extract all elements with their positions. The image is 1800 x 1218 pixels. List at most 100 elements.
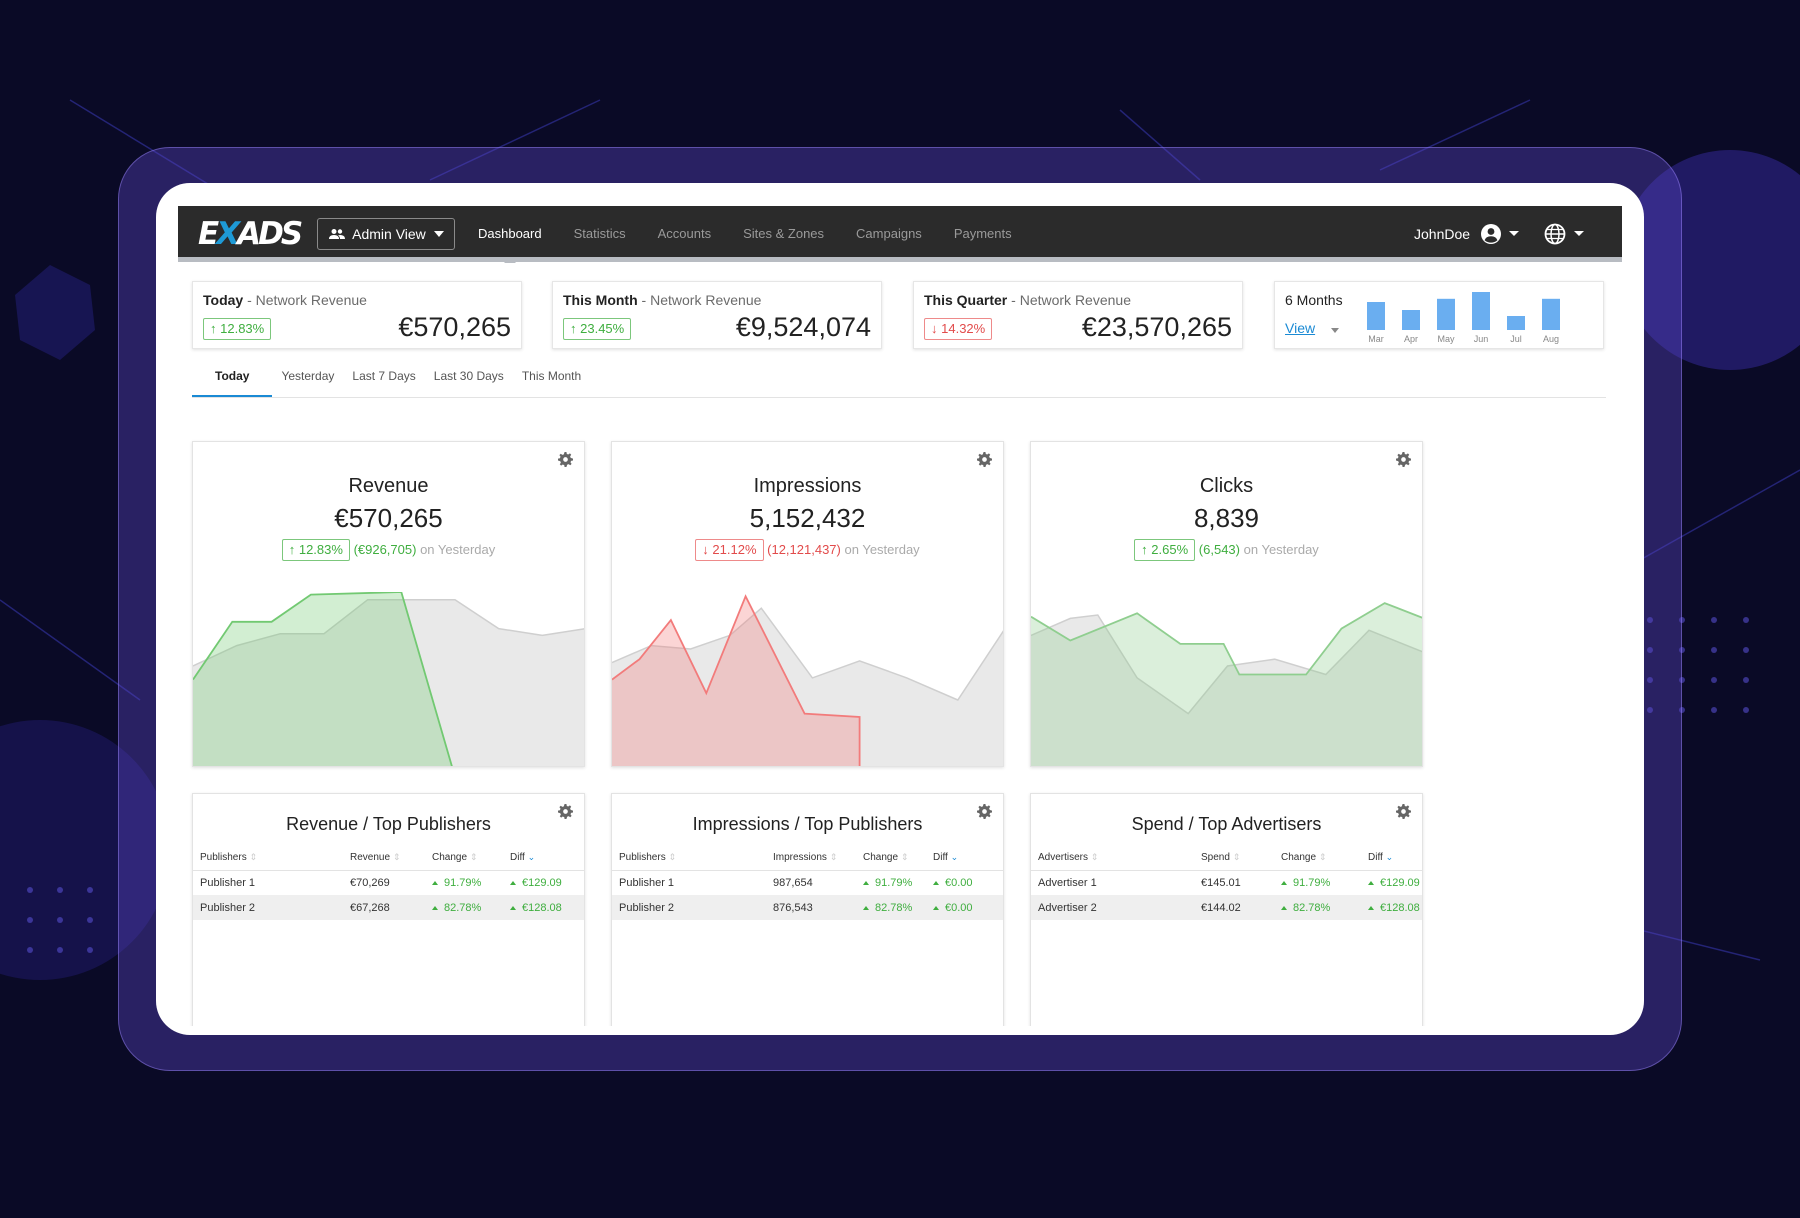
- change-suffix: on Yesterday: [1243, 542, 1319, 557]
- column-header[interactable]: Spend ⇕: [1201, 846, 1281, 871]
- column-header[interactable]: Change ⇕: [432, 846, 510, 871]
- arrow-down-icon: ↓: [931, 321, 942, 336]
- kpi-value: €23,570,265: [1081, 312, 1232, 342]
- globe-icon[interactable]: [1544, 223, 1566, 245]
- table-title: Revenue / Top Publishers: [286, 814, 491, 834]
- month-bar-jul: [1507, 316, 1525, 330]
- chevron-down-icon: [434, 231, 444, 237]
- nav-dashboard[interactable]: Dashboard: [478, 206, 542, 263]
- column-header[interactable]: Publishers ⇕: [612, 846, 773, 871]
- table-row[interactable]: Publisher 2 876,543 82.78% €0.00: [612, 895, 1003, 920]
- gear-icon[interactable]: [977, 452, 992, 467]
- tab-this-month[interactable]: This Month: [521, 369, 582, 383]
- column-header[interactable]: Diff ⌄: [510, 846, 584, 871]
- exads-logo[interactable]: EXADS: [198, 216, 303, 252]
- table-cell: 91.79%: [432, 870, 510, 895]
- tab-last-30-days[interactable]: Last 30 Days: [433, 369, 504, 383]
- month-tick-label: Jul: [1510, 334, 1522, 344]
- data-table: Publishers ⇕ Revenue ⇕ Change ⇕ Diff ⌄ P…: [193, 846, 584, 920]
- table-cell: €0.00: [933, 895, 1003, 920]
- change-suffix: on Yesterday: [420, 542, 496, 557]
- table-cell: €128.08: [1368, 895, 1422, 920]
- gear-icon[interactable]: [1396, 452, 1411, 467]
- gear-icon[interactable]: [977, 804, 992, 819]
- kpi-label: This Quarter - Network Revenue: [924, 292, 1131, 308]
- series-line: [612, 594, 861, 766]
- column-header[interactable]: Diff ⌄: [933, 846, 1003, 871]
- triangle-up-icon: [510, 880, 516, 885]
- nav-campaigns[interactable]: Campaigns: [856, 226, 922, 241]
- nav-sites-zones[interactable]: Sites & Zones: [743, 226, 825, 241]
- gear-icon[interactable]: [1396, 804, 1411, 819]
- column-header[interactable]: Diff ⌄: [1368, 846, 1422, 871]
- impressions-panel: Impressions 5,152,432 ↓ 21.12% (12,121,4…: [611, 441, 1004, 767]
- month-bar-apr: [1402, 310, 1420, 330]
- table-cell: €129.09: [1368, 870, 1422, 895]
- logo-prefix: E: [198, 216, 219, 252]
- table-cell: 91.79%: [1281, 870, 1368, 895]
- change-badge: ↑ 12.83%: [281, 539, 350, 561]
- dashboard-app: EXADS Admin View Dashboard Statistics Ac…: [178, 206, 1622, 1026]
- panel-title: Revenue: [348, 475, 429, 497]
- clicks-panel: Clicks 8,839 ↑ 2.65% (6,543) on Yesterda…: [1030, 441, 1423, 767]
- table-cell: Publisher 2: [612, 895, 773, 920]
- table-cell: €70,269: [350, 876, 390, 889]
- nav-statistics[interactable]: Statistics: [573, 226, 626, 241]
- month-tick-label: Mar: [1368, 334, 1384, 344]
- table-cell: Advertiser 2: [1031, 895, 1201, 920]
- column-header[interactable]: Change ⇕: [1281, 846, 1368, 871]
- month-bar-aug: [1542, 298, 1560, 330]
- series-area: [1031, 615, 1422, 766]
- gear-icon[interactable]: [558, 452, 573, 467]
- admin-view-dropdown[interactable]: Admin View: [317, 218, 455, 250]
- month-bar-mar: [1367, 302, 1385, 330]
- user-circle-icon[interactable]: [1480, 223, 1502, 245]
- table-row[interactable]: Publisher 2 €67,268 82.78% €128.08: [193, 895, 584, 920]
- arrow-up-icon: ↑: [210, 321, 221, 336]
- panel-value: €570,265: [334, 503, 443, 533]
- admin-view-label: Admin View: [352, 226, 426, 242]
- impressions-top-publishers-panel: Impressions / Top Publishers Publishers …: [611, 793, 1004, 1026]
- table-cell: Publisher 2: [193, 895, 350, 920]
- view-link[interactable]: View: [1285, 320, 1316, 336]
- triangle-up-icon: [1281, 905, 1287, 910]
- table-title: Impressions / Top Publishers: [692, 814, 923, 834]
- username[interactable]: JohnDoe: [1414, 226, 1471, 242]
- table-row[interactable]: Advertiser 2 €144.02 82.78% €128.08: [1031, 895, 1422, 920]
- change-suffix: on Yesterday: [844, 542, 920, 557]
- logo-suffix: ADS: [237, 216, 303, 252]
- sort-icon: ⇕: [1318, 852, 1327, 863]
- tab-yesterday[interactable]: Yesterday: [281, 369, 335, 383]
- table-cell: €0.00: [933, 870, 1003, 895]
- panel-change: ↓ 21.12% (12,121,437) on Yesterday: [612, 539, 1003, 561]
- nav-payments[interactable]: Payments: [953, 226, 1012, 241]
- panel-value: 8,839: [1193, 503, 1260, 533]
- tab-today[interactable]: Today: [192, 356, 273, 397]
- language-chevron-icon[interactable]: [1574, 231, 1584, 236]
- column-header[interactable]: Impressions ⇕: [773, 846, 863, 871]
- gear-icon[interactable]: [558, 804, 573, 819]
- user-menu-chevron-icon[interactable]: [1509, 231, 1519, 236]
- column-header[interactable]: Change ⇕: [863, 846, 933, 871]
- triangle-up-icon: [1368, 905, 1374, 910]
- column-header[interactable]: Revenue ⇕: [350, 846, 432, 871]
- table-row[interactable]: Advertiser 1 €145.01 91.79% €129.09: [1031, 870, 1422, 895]
- users-icon: [329, 220, 349, 250]
- triangle-up-icon: [933, 880, 939, 885]
- months-label: 6 Months: [1285, 292, 1343, 308]
- period-tabs: Today Yesterday Last 7 Days Last 30 Days…: [192, 356, 1606, 398]
- spend-top-advertisers-panel: Spend / Top Advertisers Advertisers ⇕ Sp…: [1030, 793, 1423, 1026]
- triangle-up-icon: [510, 905, 516, 910]
- chevron-down-icon[interactable]: [1331, 328, 1339, 333]
- screen-card: EXADS Admin View Dashboard Statistics Ac…: [156, 183, 1644, 1035]
- panel-change: ↑ 2.65% (6,543) on Yesterday: [1031, 539, 1422, 561]
- series-area: [1031, 603, 1422, 766]
- column-header[interactable]: Publishers ⇕: [193, 846, 350, 871]
- clicks-area-chart: [1031, 602, 1422, 766]
- table-row[interactable]: Publisher 1 987,654 91.79% €0.00: [612, 870, 1003, 895]
- table-row[interactable]: Publisher 1 €70,269 91.79% €129.09: [193, 870, 584, 895]
- column-header[interactable]: Advertisers ⇕: [1031, 846, 1201, 871]
- tab-last-7-days[interactable]: Last 7 Days: [352, 369, 416, 383]
- nav-accounts[interactable]: Accounts: [657, 226, 712, 241]
- panel-change: ↑ 12.83% (€926,705) on Yesterday: [193, 539, 584, 561]
